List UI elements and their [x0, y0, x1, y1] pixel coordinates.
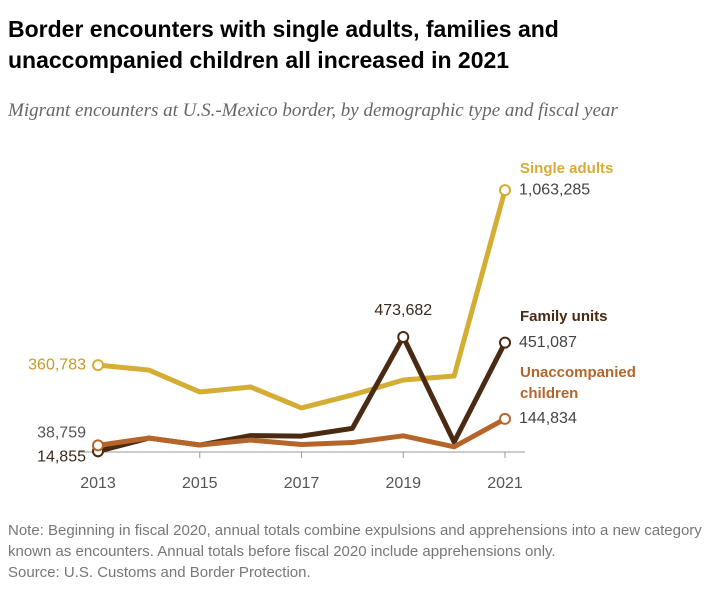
series-line [97, 189, 508, 411]
chart-subtitle: Migrant encounters at U.S.-Mexico border… [8, 100, 618, 121]
point-marker [499, 336, 511, 349]
source: Source: U.S. Customs and Border Protecti… [8, 564, 311, 581]
x-tick-label: 2019 [385, 475, 421, 492]
x-tick-label: 2021 [487, 475, 523, 492]
value-label: 360,783 [28, 356, 86, 373]
notes: Note: Beginning in fiscal 2020, annual t… [8, 520, 708, 583]
chart-title: Border encounters with single adults, fa… [8, 16, 559, 73]
x-tick-label: 2017 [284, 475, 320, 492]
value-label: 144,834 [519, 410, 577, 427]
value-label: 38,759 [37, 425, 86, 442]
legend-label: Single adults [520, 160, 614, 177]
point-marker [92, 359, 104, 372]
value-label: 473,682 [374, 302, 432, 319]
x-tick-label: 2013 [80, 475, 116, 492]
point-marker [499, 184, 511, 197]
point-marker [397, 331, 410, 344]
value-label: 451,087 [519, 334, 577, 351]
point-marker [499, 412, 511, 425]
note: Note: Beginning in fiscal 2020, annual t… [8, 522, 702, 560]
value-label: 1,063,285 [519, 181, 590, 198]
value-label: 14,855 [37, 449, 86, 466]
legend-label: Unaccompanied children [520, 364, 636, 402]
legend-label: Family units [520, 308, 608, 325]
series-line [97, 334, 508, 454]
x-tick-label: 2015 [182, 475, 218, 492]
point-marker [92, 439, 104, 452]
series-line [97, 416, 507, 450]
